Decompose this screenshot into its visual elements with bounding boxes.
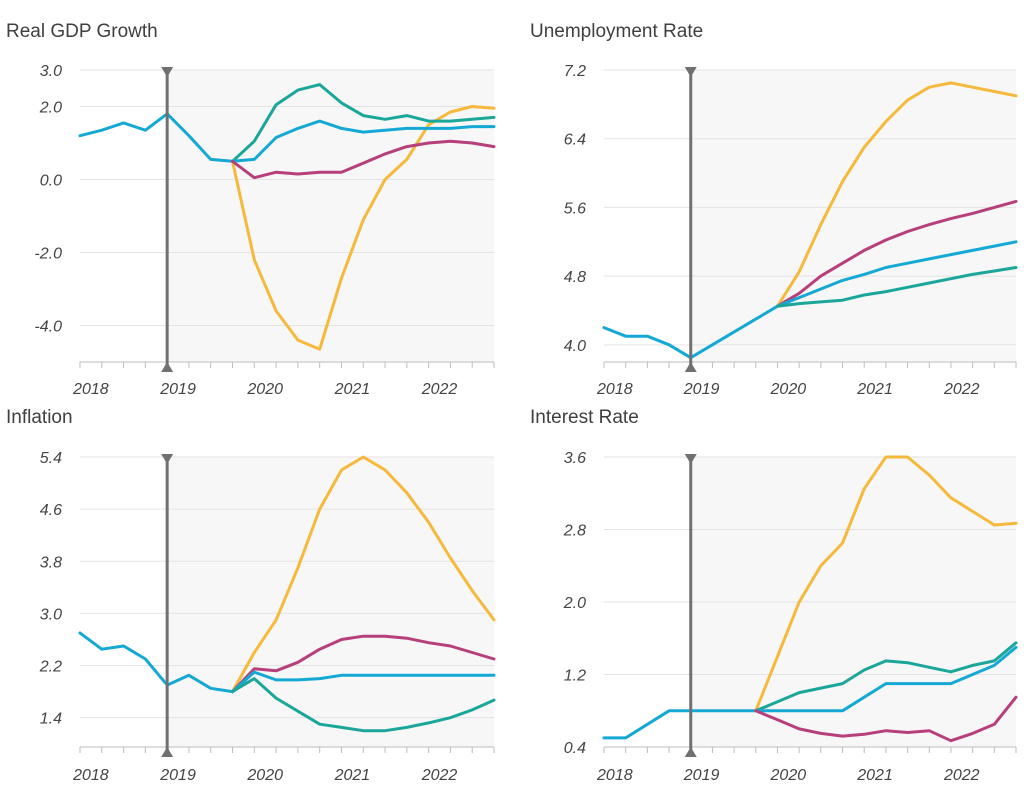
chart-panel-1: Real GDP Growth 3.0 2.0 0.0 -2.0 -4.0 2018 2019… — [6, 21, 496, 398]
series-line-scenario-teal — [231, 677, 496, 733]
y-tick-label: 1.4 — [40, 711, 62, 728]
y-tick-label: 2.0 — [39, 100, 62, 117]
series-line-scenario-magenta — [776, 199, 1018, 308]
x-tick-label: 2022 — [421, 767, 458, 784]
y-tick-label: 7.2 — [564, 63, 586, 80]
marker-handle-bottom-icon[interactable] — [684, 362, 697, 372]
marker-handle-top-icon[interactable] — [684, 67, 697, 77]
series-line-scenario-blue — [754, 645, 1018, 713]
chart-panel-2: Unemployment Rate 7.2 6.4 5.6 4.8 4.0 2018 2019… — [530, 21, 1018, 398]
x-tick-label: 2018 — [596, 381, 633, 398]
y-tick-label: 3.6 — [564, 450, 586, 467]
y-tick-label: 2.0 — [563, 595, 586, 612]
x-tick-label: 2019 — [683, 381, 720, 398]
x-tick-label: 2022 — [421, 381, 458, 398]
series-line-scenario-teal — [231, 83, 496, 163]
series-line-scenario-blue — [776, 240, 1018, 308]
x-tick-label: 2018 — [596, 767, 633, 784]
marker-handle-bottom-icon[interactable] — [161, 747, 174, 757]
y-tick-label: 3.0 — [40, 606, 62, 623]
series-line-scenario-magenta — [754, 695, 1018, 743]
x-tick-label: 2020 — [246, 767, 283, 784]
x-tick-label: 2021 — [334, 767, 371, 784]
series-line-scenario-magenta — [231, 634, 496, 694]
y-tick-label: 3.0 — [40, 63, 62, 80]
series-line-scenario-blue — [231, 670, 496, 694]
chart-title: Real GDP Growth — [6, 21, 158, 42]
x-tick-label: 2019 — [159, 767, 196, 784]
y-tick-label: 4.0 — [564, 338, 586, 355]
series-line-history — [78, 112, 234, 163]
series-line-scenario-teal — [754, 641, 1018, 713]
series-line-scenario-teal — [776, 266, 1018, 308]
chart-panel-3: Inflation 5.4 4.6 3.8 3.0 2.2 1.4 2018 2019 2020 2… — [6, 407, 496, 784]
forecast-shade — [167, 457, 494, 747]
chart-title: Unemployment Rate — [530, 21, 703, 42]
x-tick-label: 2021 — [856, 767, 893, 784]
marker-handle-top-icon[interactable] — [161, 67, 174, 77]
series-line-history — [78, 631, 234, 694]
marker-handle-bottom-icon[interactable] — [684, 747, 697, 757]
series-line-scenario-yellow — [231, 455, 496, 694]
series-line-history — [602, 709, 758, 740]
x-tick-label: 2020 — [246, 381, 283, 398]
marker-handle-top-icon[interactable] — [684, 454, 697, 464]
x-tick-label: 2021 — [856, 381, 893, 398]
series-line-scenario-yellow — [754, 455, 1018, 713]
y-tick-label: 5.6 — [564, 200, 586, 217]
y-tick-label: 2.8 — [563, 523, 586, 540]
y-tick-label: 4.8 — [564, 269, 586, 286]
series-line-scenario-yellow — [231, 105, 496, 351]
y-tick-label: 5.4 — [40, 450, 62, 467]
series-line-scenario-blue — [231, 119, 496, 163]
chart-title: Interest Rate — [530, 407, 639, 428]
series-line-scenario-magenta — [231, 139, 496, 180]
x-tick-label: 2018 — [72, 381, 109, 398]
y-tick-label: 0.0 — [40, 173, 62, 190]
y-tick-label: 2.2 — [39, 659, 62, 676]
y-tick-label: 3.8 — [40, 554, 62, 571]
marker-handle-bottom-icon[interactable] — [161, 362, 174, 372]
y-tick-label: 1.2 — [564, 668, 586, 685]
y-tick-label: -2.0 — [34, 246, 62, 263]
x-tick-label: 2019 — [683, 767, 720, 784]
x-tick-label: 2020 — [770, 767, 807, 784]
chart-title: Inflation — [6, 407, 73, 428]
series-line-scenario-yellow — [776, 81, 1018, 308]
chart-panel-4: Interest Rate 3.6 2.8 2.0 1.2 0.4 2018 2019 2020… — [530, 407, 1018, 784]
y-tick-label: -4.0 — [34, 319, 62, 336]
y-tick-label: 0.4 — [564, 740, 586, 757]
x-tick-label: 2022 — [943, 767, 980, 784]
x-tick-label: 2022 — [943, 381, 980, 398]
y-tick-label: 6.4 — [564, 132, 586, 149]
x-tick-label: 2021 — [334, 381, 371, 398]
y-tick-label: 4.6 — [40, 502, 62, 519]
x-tick-label: 2019 — [159, 381, 196, 398]
marker-handle-top-icon[interactable] — [161, 454, 174, 464]
x-tick-label: 2020 — [770, 381, 807, 398]
x-tick-label: 2018 — [72, 767, 109, 784]
